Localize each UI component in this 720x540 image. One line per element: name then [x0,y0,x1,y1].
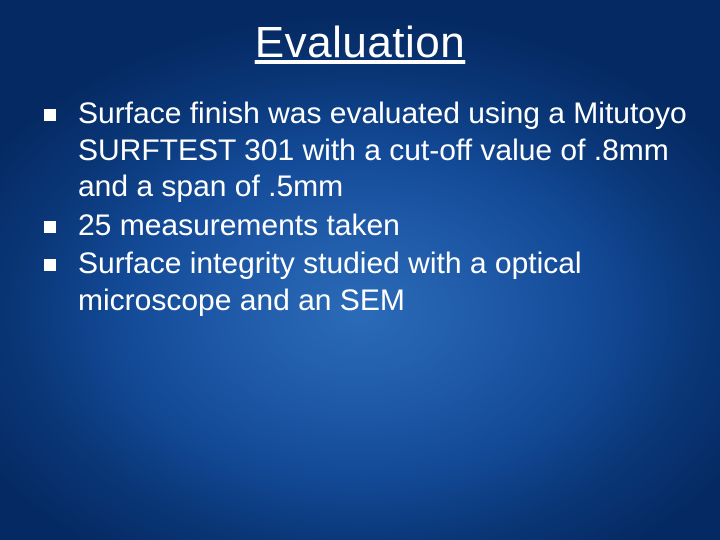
bullet-square-icon [44,109,56,121]
slide-body: Surface finish was evaluated using a Mit… [0,96,720,320]
bullet-square-icon [44,221,56,233]
list-item: Surface integrity studied with a optical… [44,246,690,319]
bullet-text: Surface integrity studied with a optical… [78,246,690,319]
list-item: Surface finish was evaluated using a Mit… [44,96,690,206]
bullet-text: Surface finish was evaluated using a Mit… [78,96,690,206]
bullet-text: 25 measurements taken [78,208,690,245]
slide-title: Evaluation [0,0,720,68]
slide: Evaluation Surface finish was evaluated … [0,0,720,540]
list-item: 25 measurements taken [44,208,690,245]
bullet-square-icon [44,259,56,271]
